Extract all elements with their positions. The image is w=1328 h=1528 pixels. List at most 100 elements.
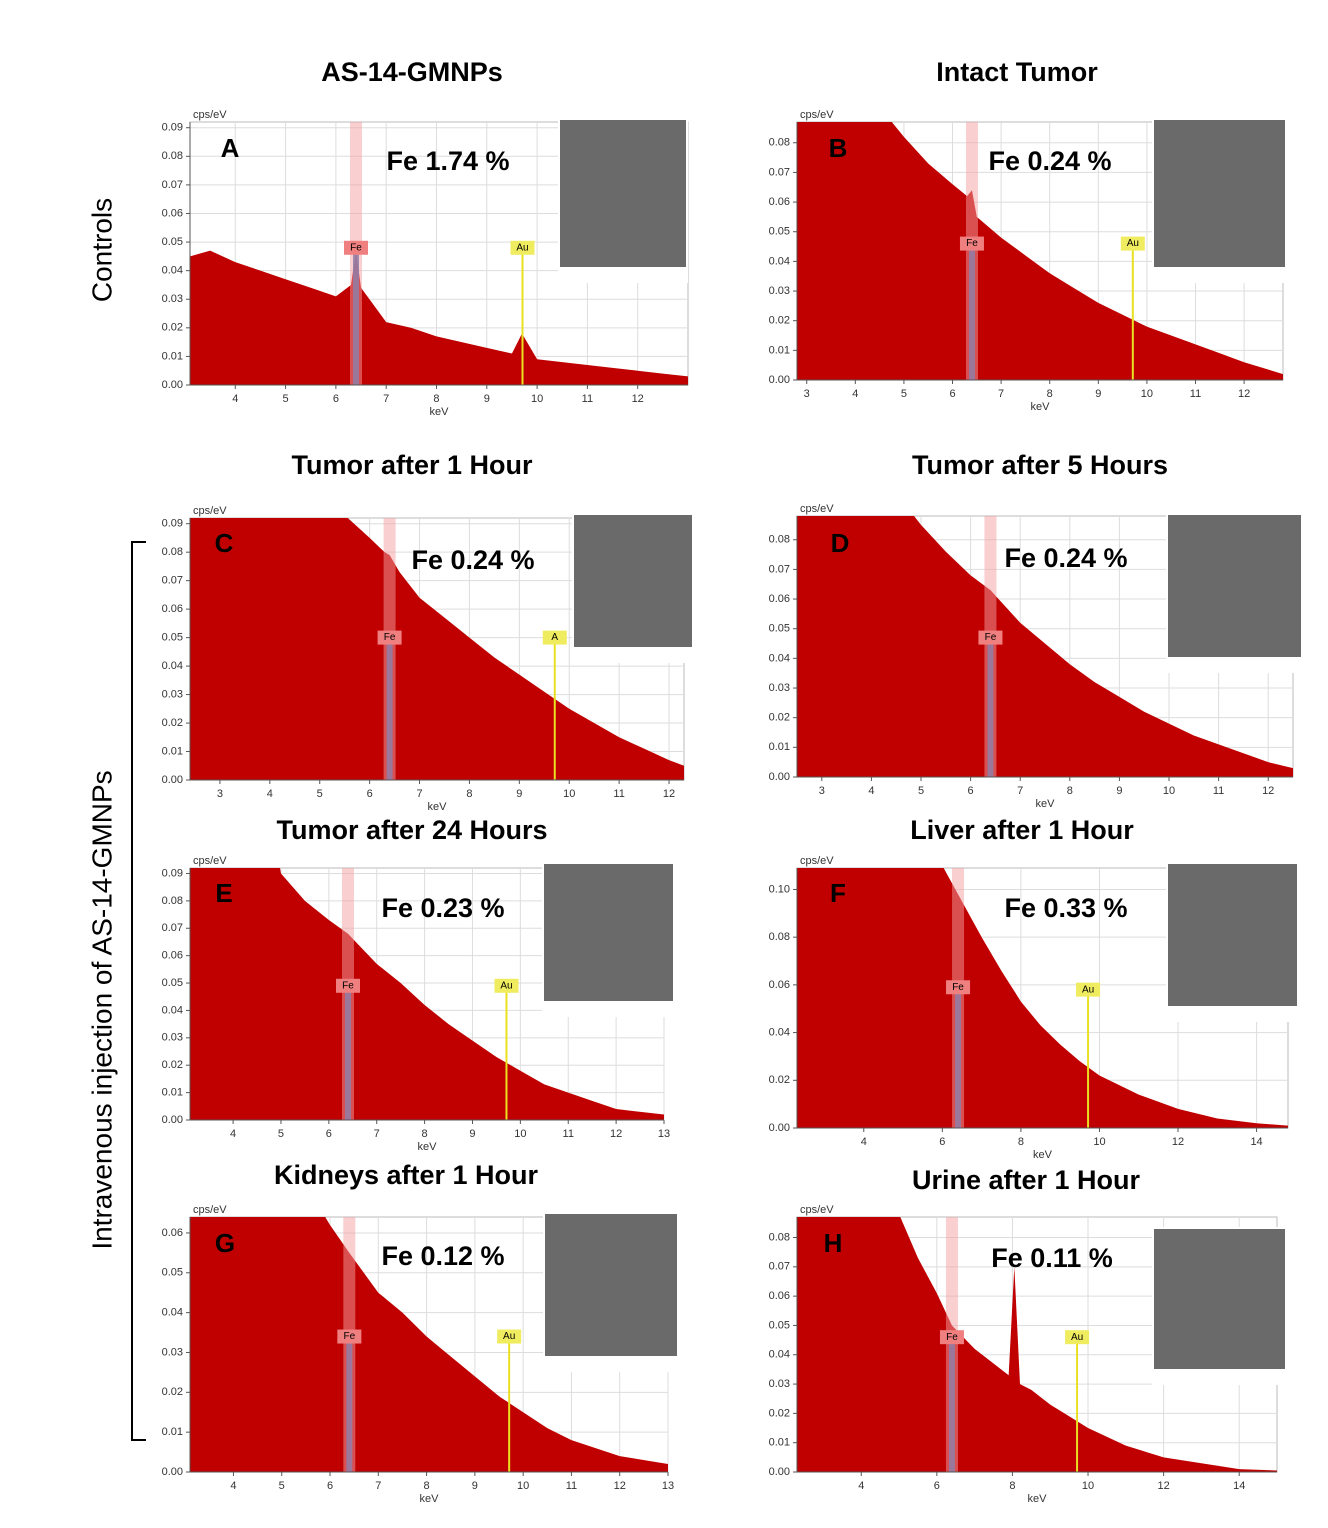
y-tick-label: 0.05 — [769, 623, 790, 635]
y-tick-label: 0.07 — [769, 1261, 790, 1273]
x-label: keV — [1033, 1149, 1053, 1161]
peak-tag — [337, 1329, 362, 1344]
x-tick-label: 7 — [375, 1480, 381, 1492]
y-tick-label: 0.01 — [162, 1426, 183, 1438]
y-tick-label: 0.08 — [769, 534, 790, 546]
y-tick-label: 0.04 — [162, 660, 183, 672]
peak-label: Fe — [342, 980, 354, 991]
peak-tag — [978, 630, 1003, 645]
y-tick-label: 0.00 — [769, 1122, 790, 1134]
y-tick-label: 0.07 — [769, 166, 790, 178]
x-tick-label: 8 — [433, 393, 439, 405]
x-tick-label: 4 — [861, 1136, 867, 1148]
x-tick-label: 4 — [868, 785, 874, 797]
y-tick-label: 0.04 — [162, 265, 183, 277]
side-label: Controls — [86, 198, 117, 302]
peak-label: Fe — [343, 1331, 355, 1342]
y-tick-label: 0.00 — [162, 379, 183, 391]
sem-inset — [545, 1214, 677, 1356]
y-tick-label: 0.02 — [769, 315, 790, 327]
y-tick-label: 0.01 — [162, 1087, 183, 1099]
peak-label: Fe — [350, 242, 362, 253]
peak-label: Au — [503, 1331, 515, 1342]
y-tick-label: 0.04 — [162, 1307, 183, 1319]
peak-label: A — [551, 632, 558, 643]
y-tick-label: 0.03 — [162, 293, 183, 305]
y-tick-label: 0.03 — [769, 285, 790, 297]
x-tick-label: 6 — [939, 1136, 945, 1148]
x-tick-label: 4 — [230, 1480, 236, 1492]
x-label: keV — [1036, 798, 1056, 810]
x-label: keV — [420, 1493, 440, 1505]
x-tick-label: 10 — [514, 1128, 526, 1140]
y-tick-label: 0.05 — [162, 632, 183, 644]
spectrum — [797, 1217, 1277, 1472]
peak-strip — [353, 247, 359, 385]
x-tick-label: 6 — [968, 785, 974, 797]
sem-inset — [574, 515, 692, 647]
annotation: Fe 0.33 % — [1004, 893, 1127, 923]
y-tick-label: 0.02 — [162, 1059, 183, 1071]
x-tick-label: 8 — [466, 788, 472, 800]
y-tick-label: 0.00 — [769, 771, 790, 783]
x-tick-label: 5 — [279, 1480, 285, 1492]
spectrum — [190, 1217, 668, 1472]
annotation: Fe 0.11 % — [991, 1243, 1113, 1273]
x-label: keV — [1028, 1493, 1048, 1505]
x-label: keV — [428, 801, 448, 813]
chart-title: AS-14-GMNPs — [321, 57, 503, 87]
bracket — [131, 541, 146, 1441]
x-tick-label: 4 — [267, 788, 273, 800]
x-tick-label: 11 — [1213, 785, 1224, 797]
x-tick-label: 11 — [613, 788, 624, 800]
y-tick-label: 0.01 — [162, 745, 183, 757]
y-tick-label: 0.01 — [769, 344, 790, 356]
y-tick-label: 0.05 — [162, 1267, 183, 1279]
y-unit: cps/eV — [193, 109, 227, 121]
annotation: Fe 0.12 % — [381, 1241, 504, 1271]
x-tick-label: 12 — [1172, 1136, 1184, 1148]
x-tick-label: 14 — [1233, 1480, 1245, 1492]
x-tick-label: 9 — [484, 393, 490, 405]
x-tick-label: 6 — [367, 788, 373, 800]
x-tick-label: 12 — [1157, 1480, 1169, 1492]
x-tick-label: 10 — [1163, 785, 1175, 797]
y-tick-label: 0.04 — [162, 1004, 183, 1016]
panel-letter: A — [221, 133, 240, 163]
x-tick-label: 3 — [217, 788, 223, 800]
y-tick-label: 0.06 — [769, 196, 790, 208]
peak-strip — [346, 1336, 353, 1472]
peak-tag — [494, 978, 519, 993]
x-tick-label: 12 — [1238, 388, 1250, 400]
sem-inset — [544, 864, 673, 1001]
chart-title: Tumor after 1 Hour — [291, 450, 533, 480]
y-tick-label: 0.05 — [769, 1319, 790, 1331]
y-tick-label: 0.02 — [162, 1386, 183, 1398]
x-tick-label: 4 — [858, 1480, 864, 1492]
x-tick-label: 9 — [472, 1480, 478, 1492]
y-tick-label: 0.01 — [769, 1437, 790, 1449]
x-tick-label: 6 — [327, 1480, 333, 1492]
peak-tag — [939, 1330, 964, 1345]
x-label: keV — [418, 1141, 438, 1153]
x-tick-label: 10 — [1082, 1480, 1094, 1492]
spectrum — [190, 518, 684, 780]
y-tick-label: 0.03 — [162, 688, 183, 700]
x-tick-label: 7 — [1017, 785, 1023, 797]
x-tick-label: 10 — [1093, 1136, 1105, 1148]
y-tick-label: 0.01 — [162, 350, 183, 362]
y-tick-label: 0.00 — [769, 374, 790, 386]
peak-strip — [386, 637, 393, 780]
y-tick-label: 0.06 — [162, 1227, 183, 1239]
x-tick-label: 5 — [283, 393, 289, 405]
y-unit: cps/eV — [193, 855, 227, 867]
x-tick-label: 7 — [374, 1128, 380, 1140]
y-tick-label: 0.02 — [162, 717, 183, 729]
chart-title: Tumor after 5 Hours — [912, 450, 1168, 480]
y-tick-label: 0.06 — [769, 979, 790, 991]
y-tick-label: 0.04 — [769, 652, 790, 664]
y-tick-label: 0.00 — [769, 1466, 790, 1478]
peak-tag — [336, 978, 360, 993]
peak-label: Au — [1127, 238, 1139, 249]
y-tick-label: 0.03 — [769, 1378, 790, 1390]
